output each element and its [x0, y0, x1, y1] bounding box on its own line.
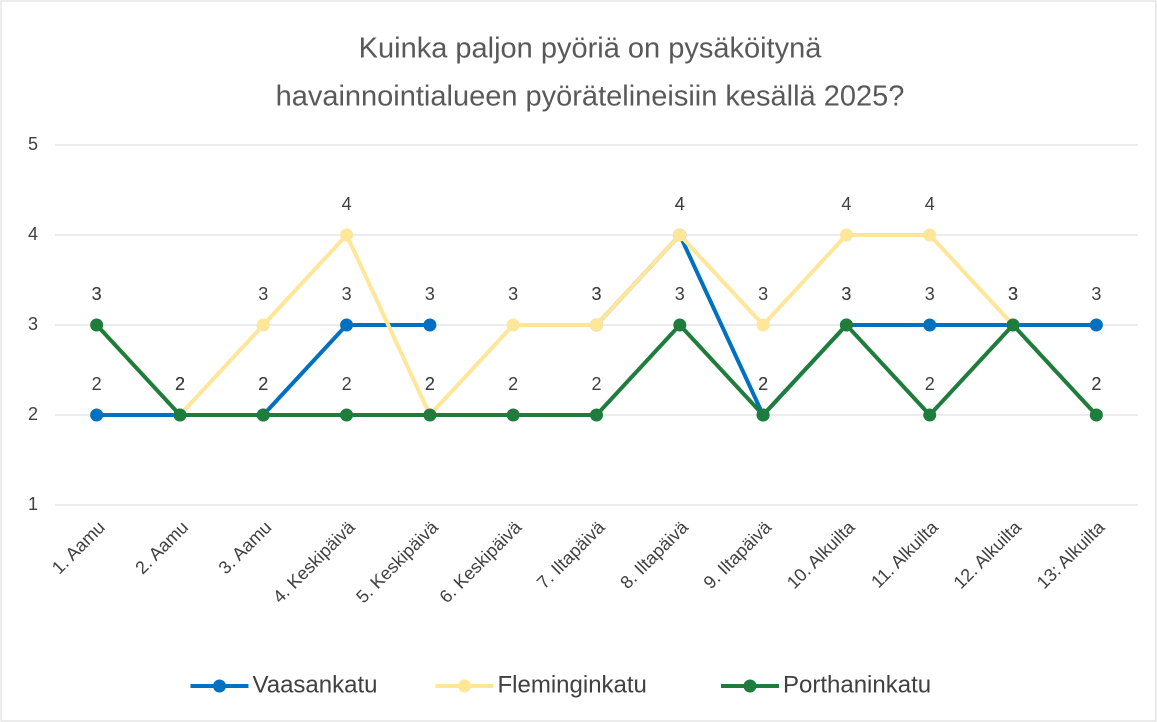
data-label: 2	[508, 374, 518, 394]
data-label: 2	[758, 374, 768, 394]
data-point	[340, 228, 354, 242]
data-point	[1089, 408, 1103, 422]
data-label: 2	[591, 374, 601, 394]
data-label: 3	[92, 284, 102, 304]
data-label: 4	[675, 194, 685, 214]
data-label: 2	[175, 374, 185, 394]
data-point	[756, 408, 770, 422]
data-label: 3	[841, 284, 851, 304]
data-point	[506, 408, 520, 422]
data-point	[423, 408, 437, 422]
data-point	[923, 228, 937, 242]
data-point	[923, 318, 937, 332]
data-point	[590, 408, 603, 422]
legend-label: Vaasankatu	[253, 671, 378, 698]
data-point	[340, 318, 354, 332]
data-point	[256, 318, 270, 332]
y-tick-label: 4	[28, 224, 38, 244]
data-point	[839, 318, 853, 332]
data-label: 3	[1008, 284, 1018, 304]
data-label: 2	[425, 374, 435, 394]
data-label: 2	[925, 374, 935, 394]
data-label: 2	[425, 374, 435, 394]
data-label: 2	[342, 374, 352, 394]
data-label: 2	[175, 374, 185, 394]
data-label: 3	[425, 284, 435, 304]
data-label: 3	[258, 284, 268, 304]
data-label: 2	[1091, 374, 1101, 394]
data-point	[673, 318, 687, 332]
legend-marker	[743, 679, 757, 693]
data-point	[1006, 318, 1020, 332]
data-point	[923, 408, 937, 422]
data-point	[423, 318, 437, 332]
y-tick-label: 5	[28, 134, 38, 154]
data-label: 4	[342, 194, 352, 214]
data-point	[590, 318, 603, 332]
data-label: 3	[841, 284, 851, 304]
data-label: 3	[591, 284, 601, 304]
data-label: 3	[1008, 284, 1018, 304]
legend-marker	[213, 679, 226, 693]
data-point	[673, 228, 687, 242]
data-label: 3	[508, 284, 518, 304]
data-label: 3	[92, 284, 102, 304]
data-label: 3	[1008, 284, 1018, 304]
data-label: 3	[675, 284, 685, 304]
data-label: 3	[925, 284, 935, 304]
y-tick-label: 3	[28, 314, 38, 334]
data-point	[256, 408, 270, 422]
data-point	[90, 408, 104, 422]
data-label: 4	[925, 194, 935, 214]
y-tick-label: 2	[28, 404, 38, 424]
data-label: 2	[92, 374, 102, 394]
data-point	[340, 408, 354, 422]
data-label: 2	[758, 374, 768, 394]
data-point	[756, 318, 770, 332]
y-tick-label: 1	[28, 494, 38, 514]
data-label: 3	[758, 284, 768, 304]
legend-label: Fleminginkatu	[498, 671, 647, 698]
data-label: 4	[841, 194, 851, 214]
data-label: 2	[175, 374, 185, 394]
data-label: 2	[258, 374, 268, 394]
data-label: 2	[1091, 374, 1101, 394]
data-point	[1089, 318, 1103, 332]
data-label: 4	[675, 194, 685, 214]
data-label: 2	[258, 374, 268, 394]
legend-label: Porthaninkatu	[783, 671, 931, 698]
data-point	[839, 228, 853, 242]
data-label: 3	[1091, 284, 1101, 304]
data-point	[90, 318, 104, 332]
chart-title: havainnointialueen pyörätelineisiin kesä…	[276, 81, 905, 113]
legend-marker	[458, 679, 471, 693]
data-point	[506, 318, 520, 332]
data-point	[173, 408, 187, 422]
chart-title: Kuinka paljon pyöriä on pysäköitynä	[359, 33, 823, 65]
data-label: 3	[591, 284, 601, 304]
data-label: 3	[342, 284, 352, 304]
